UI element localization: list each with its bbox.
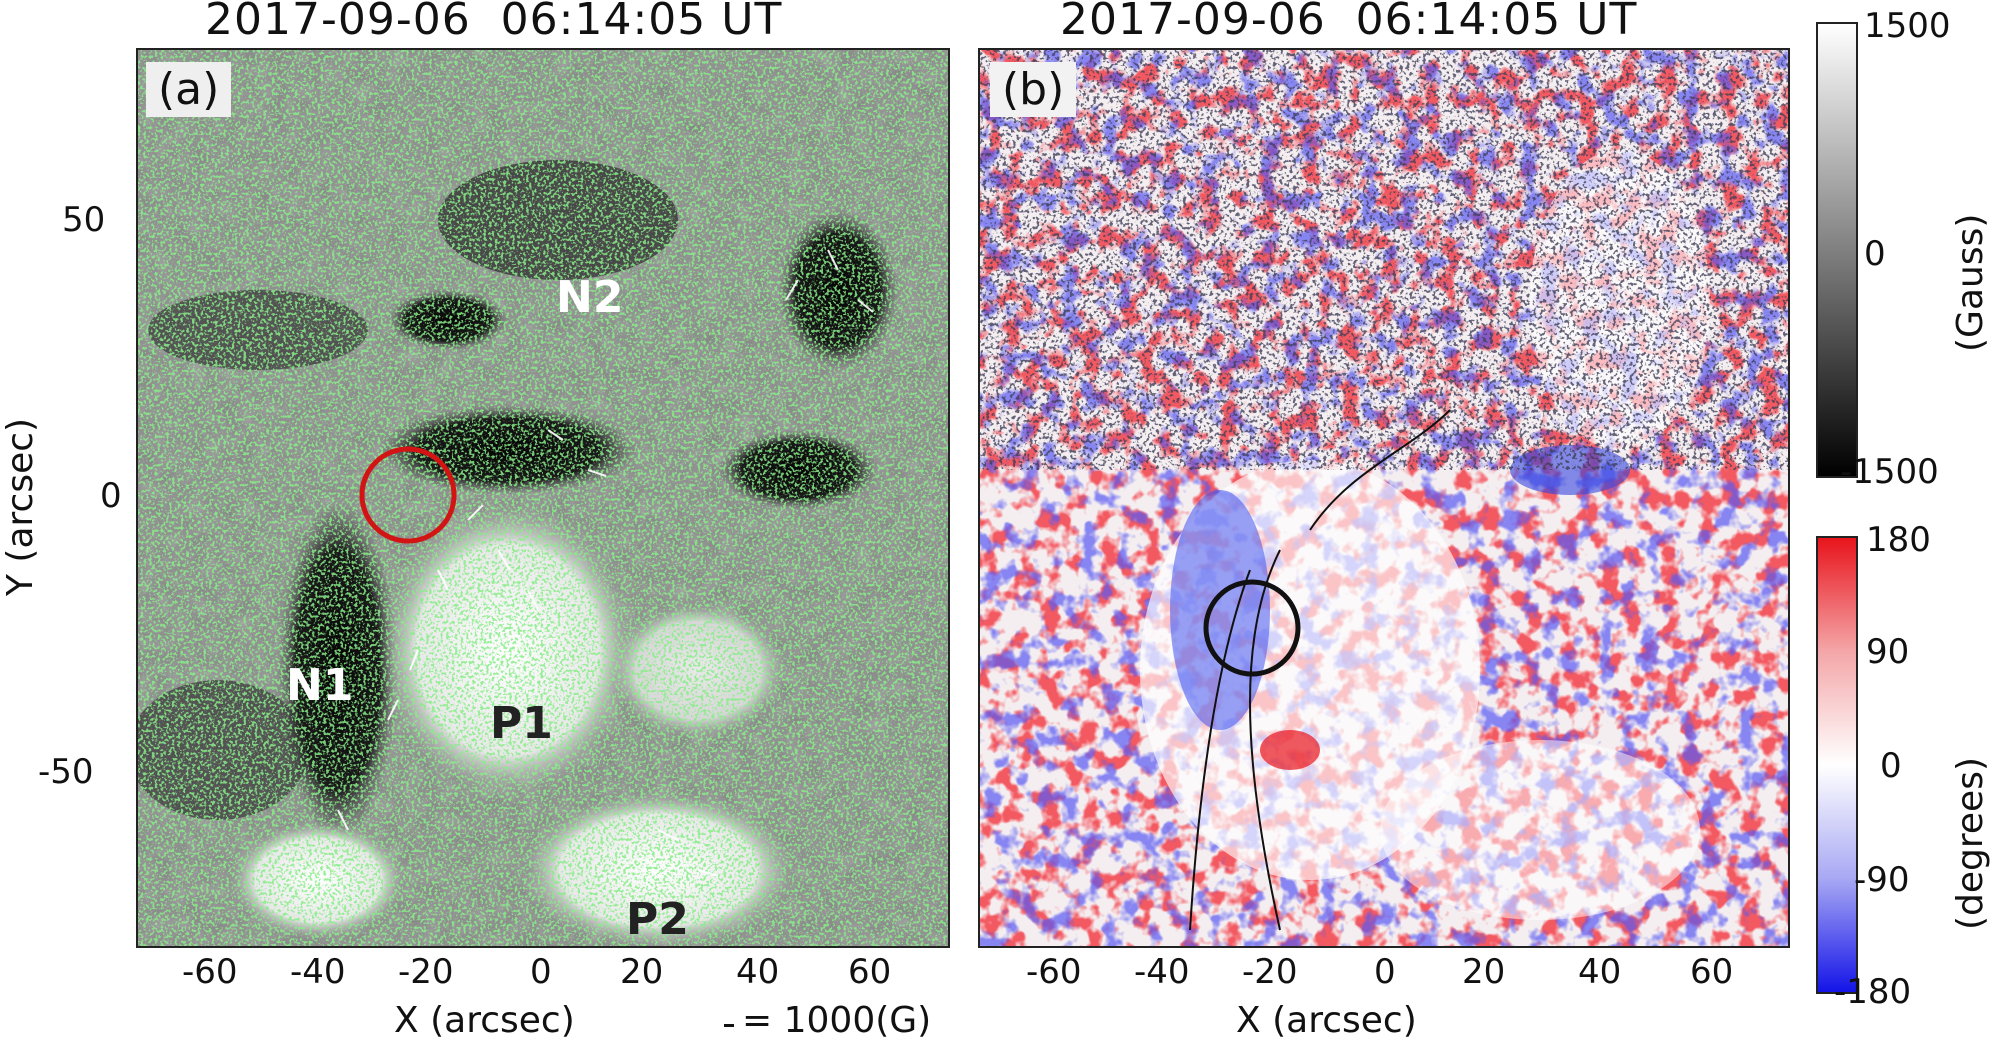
deg-tick-180: 180 bbox=[1866, 520, 1931, 560]
panel-b-title: 2017-09-06 06:14:05 UT bbox=[1060, 0, 1638, 45]
panel-b-label: (b) bbox=[990, 62, 1077, 117]
vector-arrows bbox=[337, 249, 874, 877]
deg-tick-neg90: -90 bbox=[1854, 860, 1910, 900]
a-x-tick-60: 60 bbox=[848, 952, 892, 992]
inclination-image bbox=[980, 50, 1788, 946]
a-x-tick-0: 0 bbox=[530, 952, 552, 992]
a-x-tick-20: 20 bbox=[620, 952, 664, 992]
vector-scale-arrow bbox=[724, 1024, 734, 1027]
panel-a-ylabel: Y (arcsec) bbox=[0, 417, 41, 596]
deg-tick-90: 90 bbox=[1866, 632, 1910, 672]
a-x-tick-40: 40 bbox=[736, 952, 780, 992]
region-N1: N1 bbox=[286, 660, 354, 711]
b-x-tick-40: 40 bbox=[1578, 952, 1622, 992]
colorbar-degrees bbox=[1816, 536, 1858, 994]
b-x-tick-0: 0 bbox=[1374, 952, 1396, 992]
panel-a-magnetogram: (a) N2 N1 P1 P2 bbox=[136, 48, 950, 948]
gauss-tick-neg1500: -1500 bbox=[1840, 452, 1939, 492]
degrees-label: (degrees) bbox=[1950, 756, 1991, 930]
panel-b-xlabel: X (arcsec) bbox=[1236, 1000, 1417, 1041]
vector-scale-label: = 1000(G) bbox=[742, 1000, 932, 1041]
colorbar-gauss bbox=[1816, 22, 1858, 478]
region-N2: N2 bbox=[556, 272, 624, 323]
b-x-tick-neg60: -60 bbox=[1026, 952, 1082, 992]
gauss-tick-1500: 1500 bbox=[1864, 6, 1951, 46]
black-circle-marker bbox=[1203, 579, 1301, 677]
a-x-tick-neg60: -60 bbox=[182, 952, 238, 992]
gauss-label: (Gauss) bbox=[1950, 213, 1991, 352]
b-x-tick-neg20: -20 bbox=[1242, 952, 1298, 992]
y-tick-0: 0 bbox=[100, 476, 122, 516]
deg-tick-0: 0 bbox=[1880, 746, 1902, 786]
gauss-tick-0: 0 bbox=[1864, 234, 1886, 274]
b-x-tick-20: 20 bbox=[1462, 952, 1506, 992]
panel-a-xlabel: X (arcsec) bbox=[394, 1000, 575, 1041]
deg-tick-neg180: -180 bbox=[1834, 972, 1912, 1012]
a-x-tick-neg20: -20 bbox=[398, 952, 454, 992]
panel-a-label: (a) bbox=[146, 62, 232, 117]
region-P2: P2 bbox=[626, 894, 689, 945]
b-x-tick-60: 60 bbox=[1690, 952, 1734, 992]
y-tick-50: 50 bbox=[62, 200, 106, 240]
a-x-tick-neg40: -40 bbox=[290, 952, 346, 992]
panel-a-title: 2017-09-06 06:14:05 UT bbox=[205, 0, 783, 45]
magnetogram-image bbox=[138, 50, 948, 946]
red-circle-marker bbox=[359, 446, 457, 544]
panel-b-inclination-map: (b) bbox=[978, 48, 1790, 948]
region-P1: P1 bbox=[490, 698, 553, 749]
b-x-tick-neg40: -40 bbox=[1134, 952, 1190, 992]
y-tick-neg50: -50 bbox=[38, 752, 94, 792]
